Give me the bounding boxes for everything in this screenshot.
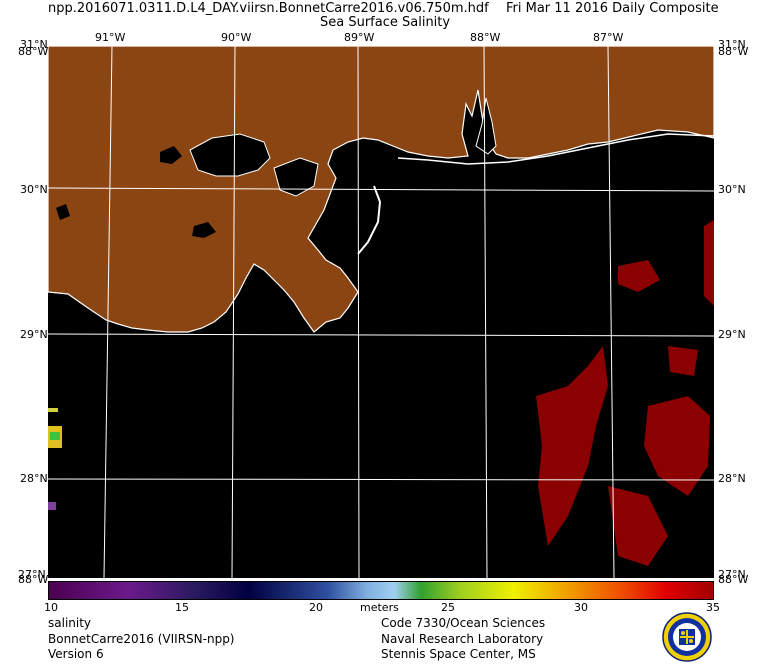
corner-bottom-left: 27°N (18, 568, 46, 581)
footer-variable: salinity (48, 616, 92, 630)
colorbar-tick-25: 25 (441, 601, 455, 614)
lon-label-88w: 88°W (470, 31, 501, 44)
mobile-bay (475, 97, 497, 155)
corner-top-left: 31°N (20, 38, 48, 51)
corner-bottom-left-over: 88°W (18, 573, 49, 586)
lake-borgne (273, 157, 319, 197)
lat-label-28n-right: 28°N (718, 472, 746, 485)
footer-code: Code 7330/Ocean Sciences (381, 616, 546, 630)
colorbar-tick-10: 10 (44, 601, 58, 614)
lat-label-30n-left: 30°N (20, 183, 48, 196)
salinity-colorbar (48, 581, 714, 600)
nrl-seal-icon (662, 612, 712, 662)
map-canvas (48, 46, 714, 578)
footer-right: Code 7330/Ocean Sciences Naval Research … (381, 616, 545, 663)
lat-label-28n-left: 28°N (20, 472, 48, 485)
footer-version: Version 6 (48, 647, 104, 661)
colorbar-tick-35: 35 (706, 601, 720, 614)
lake-maurepas (160, 146, 182, 164)
corner-bottom-right: 27°N (718, 568, 746, 581)
land-mass (48, 46, 714, 333)
high-salinity-patches (536, 220, 714, 566)
lon-label-91w: 91°W (95, 31, 126, 44)
colorbar-units: meters (360, 601, 399, 614)
corner-bottom-right-over: 88°W (718, 573, 749, 586)
low-salinity-patch (50, 432, 60, 440)
footer-left: salinity BonnetCarre2016 (VIIRSN-npp) Ve… (48, 616, 235, 663)
product-title: Sea Surface Salinity (320, 15, 451, 30)
graticule (48, 46, 714, 578)
lon-label-90w: 90°W (221, 31, 252, 44)
corner-top-right: 31°N (718, 38, 746, 51)
interior-lake (192, 222, 216, 238)
colorbar-tick-15: 15 (175, 601, 189, 614)
footer-location: Stennis Space Center, MS (381, 647, 536, 661)
interior-lake (56, 204, 70, 220)
footer-lab: Naval Research Laboratory (381, 631, 544, 646)
low-salinity-patch (48, 408, 58, 412)
lat-label-29n-left: 29°N (20, 328, 48, 341)
lake-pontchartrain (189, 133, 271, 177)
lon-label-87w: 87°W (593, 31, 624, 44)
colorbar-tick-20: 20 (309, 601, 323, 614)
lat-label-29n-right: 29°N (718, 328, 746, 341)
salinity-map[interactable] (48, 46, 714, 578)
date-title: Fri Mar 11 2016 Daily Composite (506, 1, 719, 16)
barrier-islands (397, 133, 714, 165)
corner-top-right-over: 88°W (718, 45, 749, 58)
footer-region: BonnetCarre2016 (VIIRSN-npp) (48, 631, 235, 646)
low-salinity-patch (48, 502, 56, 510)
lat-label-30n-right: 30°N (718, 183, 746, 196)
colorbar-tick-30: 30 (574, 601, 588, 614)
filename-title: npp.2016071.0311.D.L4_DAY.viirsn.BonnetC… (48, 1, 489, 16)
chandeleur-islands (357, 185, 382, 255)
lon-label-89w: 89°W (344, 31, 375, 44)
corner-top-left-over: 88°W (18, 45, 49, 58)
